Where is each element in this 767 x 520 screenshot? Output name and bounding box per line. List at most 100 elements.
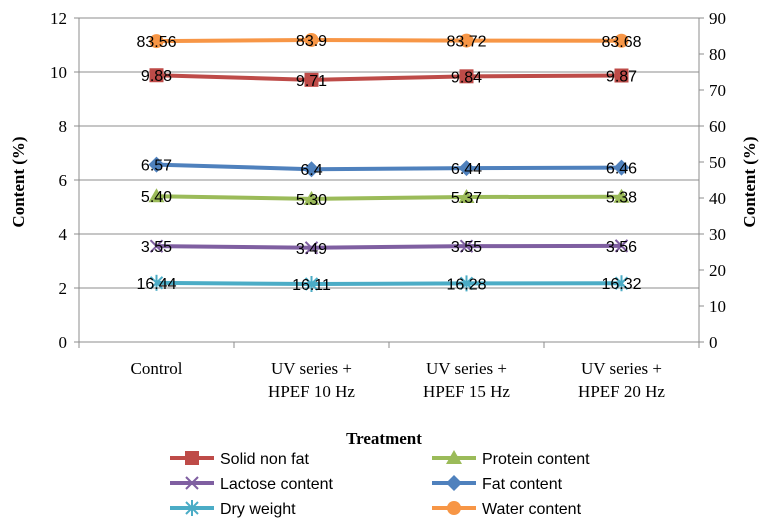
marker-stroke [459,239,474,253]
data-label: 16.32 [601,276,641,293]
legend-label: Solid non fat [220,451,310,468]
data-point [614,275,629,292]
data-label: 6.4 [300,162,322,179]
y2-tick-label: 0 [709,333,718,352]
data-point [304,32,319,47]
data-label: 6.46 [606,161,637,178]
y-tick-label: 2 [59,279,68,298]
y2-tick-label: 50 [709,153,726,172]
data-label: 83.56 [136,34,176,51]
x-axis-title: Treatment [346,429,422,448]
legend-marker [185,451,199,465]
data-point [458,189,475,204]
series-line [156,162,622,172]
data-point [459,239,474,253]
marker-stroke [149,239,164,253]
series-line [156,37,622,44]
series-water-content [149,32,629,49]
data-point [304,72,319,87]
y2-tick-label: 90 [709,9,726,28]
data-label: 9.71 [296,73,327,90]
data-point [304,241,319,255]
y2-tick-label: 70 [709,81,726,100]
legend-marker [446,475,462,491]
y2-tick-label: 80 [709,45,726,64]
series-lactose-content [149,239,629,255]
series-line [156,280,622,287]
legend-item-lactose-content: Lactose content [170,476,334,493]
data-point [149,68,164,83]
legend-item-protein-content: Protein content [432,450,590,468]
series-dry-weight [149,274,629,293]
legend-item-dry-weight: Dry weight [170,500,296,518]
data-labels: 9.88 9.71 9.84 9.87 5.40 5.30 5.37 5.38 3.55 3.49… [136,33,641,294]
series-solid-non-fat [149,68,629,87]
series-protein-content [148,188,630,205]
y2-tick-label: 20 [709,261,726,280]
y2-tick-label: 30 [709,225,726,244]
series-fat-content [148,156,630,178]
data-point [613,159,630,176]
x-category-label: UV series + [271,359,352,378]
marker-stroke [614,239,629,253]
data-label: 83.9 [296,33,327,50]
x-axis-category-labels: Control UV series + HPEF 10 Hz UV series + H… [131,359,666,401]
series-line [156,243,622,250]
data-point [303,161,320,178]
marker-stroke [185,476,199,490]
x-category-label: HPEF 15 Hz [423,382,510,401]
legend-item-water-content: Water content [432,501,582,518]
data-label: 6.44 [451,161,482,178]
x-category-label: HPEF 10 Hz [268,382,355,401]
data-point [149,34,164,49]
legend-item-fat-content: Fat content [432,475,563,493]
data-label: 6.57 [141,158,172,175]
y-tick-label: 4 [59,225,68,244]
y2-tick-label: 60 [709,117,726,136]
data-label: 16.11 [292,277,331,294]
data-label: 9.84 [451,69,482,86]
y-axis-title: Content (%) [9,136,28,227]
data-point [614,239,629,253]
y2-axis-tick-labels: 0 10 20 30 40 50 60 70 80 90 [709,9,726,352]
legend-label: Water content [482,501,582,518]
x-category-label: Control [131,359,183,378]
data-point [458,160,475,177]
legend-label: Dry weight [220,501,296,518]
data-label: 9.87 [606,69,637,86]
data-point [459,275,474,292]
y-tick-label: 10 [50,63,67,82]
data-label: 5.38 [606,190,637,207]
y-tick-label: 12 [50,9,67,28]
data-point [304,276,319,293]
data-label: 83.68 [601,34,641,51]
data-label: 3.55 [141,239,172,256]
data-label: 83.72 [446,34,486,51]
data-point [614,33,629,48]
y-axis-tick-labels: 0 2 4 6 8 10 12 [50,9,68,352]
data-label: 9.88 [141,68,172,85]
y2-tick-label: 40 [709,189,726,208]
data-point [614,68,629,83]
legend-marker [447,501,461,515]
series-line [156,73,622,82]
data-point [459,33,474,48]
data-label: 3.49 [296,241,327,258]
gridlines [79,17,699,289]
data-label: 16.44 [136,276,176,293]
y-tick-label: 8 [59,117,68,136]
series-lines [148,32,630,293]
axes [74,17,704,348]
data-point [148,188,165,203]
series-line [156,194,622,201]
data-point [459,69,474,84]
data-label: 3.55 [451,239,482,256]
legend-label: Fat content [482,476,563,493]
y-tick-label: 6 [59,171,68,190]
data-point [613,188,630,203]
data-point [149,239,164,253]
data-point [148,156,165,173]
data-label: 5.30 [296,192,327,209]
x-category-label: UV series + [581,359,662,378]
